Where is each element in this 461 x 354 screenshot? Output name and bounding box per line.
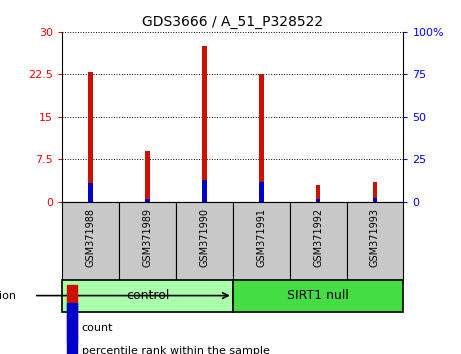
Bar <box>316 185 320 202</box>
Bar <box>62 202 119 280</box>
Bar <box>372 198 377 202</box>
Bar <box>202 46 207 202</box>
Bar <box>372 182 377 202</box>
Bar <box>202 180 207 202</box>
Bar <box>233 280 403 312</box>
Text: percentile rank within the sample: percentile rank within the sample <box>82 346 270 354</box>
Bar <box>89 183 93 202</box>
Text: GSM371991: GSM371991 <box>256 208 266 267</box>
Text: control: control <box>126 289 169 302</box>
Bar <box>145 151 150 202</box>
Text: GSM371989: GSM371989 <box>142 208 153 267</box>
Text: SIRT1 null: SIRT1 null <box>287 289 349 302</box>
Text: count: count <box>82 323 113 333</box>
Bar <box>316 199 320 202</box>
Bar <box>233 202 290 280</box>
Bar <box>119 202 176 280</box>
Text: GSM371990: GSM371990 <box>199 208 209 267</box>
Text: GSM371988: GSM371988 <box>86 208 96 267</box>
Bar <box>145 199 150 202</box>
Text: genotype/variation: genotype/variation <box>0 291 16 301</box>
Bar <box>259 74 264 202</box>
Bar <box>176 202 233 280</box>
Text: GSM371993: GSM371993 <box>370 208 380 267</box>
Bar <box>62 280 233 312</box>
Bar <box>259 182 264 202</box>
Bar <box>347 202 403 280</box>
Text: GSM371992: GSM371992 <box>313 208 323 267</box>
Bar <box>290 202 347 280</box>
Title: GDS3666 / A_51_P328522: GDS3666 / A_51_P328522 <box>142 16 323 29</box>
Bar <box>89 72 93 202</box>
